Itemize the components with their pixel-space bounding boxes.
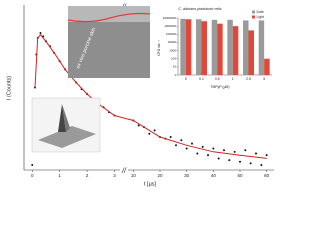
x-tick-label: 1 <box>232 77 234 81</box>
data-point <box>249 162 252 165</box>
bar <box>248 30 254 76</box>
surface-peak <box>58 104 66 132</box>
bar <box>264 58 270 75</box>
data-point <box>153 129 156 132</box>
axis-break: // <box>121 168 127 175</box>
figure: // // t [µs] I (Counts) 0123102030405060… <box>6 3 276 188</box>
x-tick-label: 40 <box>211 173 217 178</box>
bar <box>232 26 239 75</box>
bar <box>227 19 233 76</box>
x-tick-label: 2 <box>86 173 89 178</box>
bar <box>196 19 202 75</box>
data-point <box>201 145 204 148</box>
x-tick-label: 0.1 <box>199 77 204 81</box>
x-tick-label: 1 <box>58 173 61 178</box>
data-point <box>207 154 209 157</box>
y-tick-label: 10000000 <box>163 16 177 20</box>
y-tick-label: 10000 <box>168 40 177 44</box>
legend-swatch <box>252 10 255 14</box>
bar <box>211 19 218 76</box>
x-tick-label: 2.5 <box>246 77 251 81</box>
data-point <box>148 132 151 135</box>
bar <box>243 20 249 75</box>
x-tick-label: 50 <box>237 173 243 178</box>
axis-break-gap <box>120 165 128 175</box>
x-tick-label: 20 <box>157 173 163 178</box>
data-point <box>169 136 172 138</box>
x-tick-label: 60 <box>264 173 270 178</box>
data-point <box>175 144 177 147</box>
inset-y-label: CFU mL⁻¹ <box>157 39 161 55</box>
x-tick-label: 5 <box>263 77 265 81</box>
data-point <box>217 157 220 160</box>
data-point <box>31 164 34 167</box>
x-tick-label: 30 <box>184 173 190 178</box>
x-axis-label: t [µs] <box>144 181 157 187</box>
y-tick-label: 100 <box>171 57 176 61</box>
data-point <box>212 147 215 150</box>
data-point <box>244 149 247 152</box>
y-tick-label: 10 <box>173 65 177 69</box>
legend-label: Light <box>257 15 264 19</box>
bar-inset: C. albicans planktonic cells CFU mL⁻¹ TM… <box>154 4 276 90</box>
y-tick-label: 100000 <box>166 32 176 36</box>
legend-label: Dark <box>257 10 264 14</box>
data-point <box>137 124 140 127</box>
data-point <box>260 164 263 167</box>
inset-x-label: TMPyP (µM) <box>210 85 229 89</box>
bar <box>185 19 192 75</box>
data-point <box>265 154 268 157</box>
data-point <box>223 149 225 152</box>
skin-image-inset: ex vivo porcine skin <box>67 6 151 78</box>
x-tick-label: 0.5 <box>215 77 220 81</box>
skin-outline <box>67 12 151 23</box>
surface <box>38 126 96 148</box>
data-point <box>228 159 231 162</box>
data-point <box>180 139 183 142</box>
image-layer <box>68 6 150 22</box>
y-axis-label: I (Counts) <box>6 76 12 100</box>
data-point <box>233 150 236 153</box>
data-point <box>255 152 257 155</box>
y-tick-label: 1000 <box>169 48 176 52</box>
data-point <box>196 152 199 155</box>
bar <box>258 20 265 75</box>
data-point <box>191 142 193 145</box>
surface-peak <box>62 104 70 132</box>
x-tick-label: 10 <box>131 173 137 178</box>
data-point <box>239 160 241 163</box>
bar <box>180 18 186 75</box>
x-tick-label: 0 <box>31 173 34 178</box>
legend-swatch <box>252 15 255 19</box>
data-point <box>39 32 42 35</box>
bar <box>217 23 223 75</box>
inset-title: C. albicans planktonic cells <box>178 7 221 11</box>
data-point <box>185 147 188 150</box>
bar <box>201 21 207 75</box>
x-tick-label: 3 <box>113 173 116 178</box>
y-tick-label: 1 <box>174 73 176 77</box>
surface-inset <box>31 97 101 153</box>
y-tick-label: 1000000 <box>164 24 176 28</box>
x-tick-label: 0 <box>185 77 187 81</box>
